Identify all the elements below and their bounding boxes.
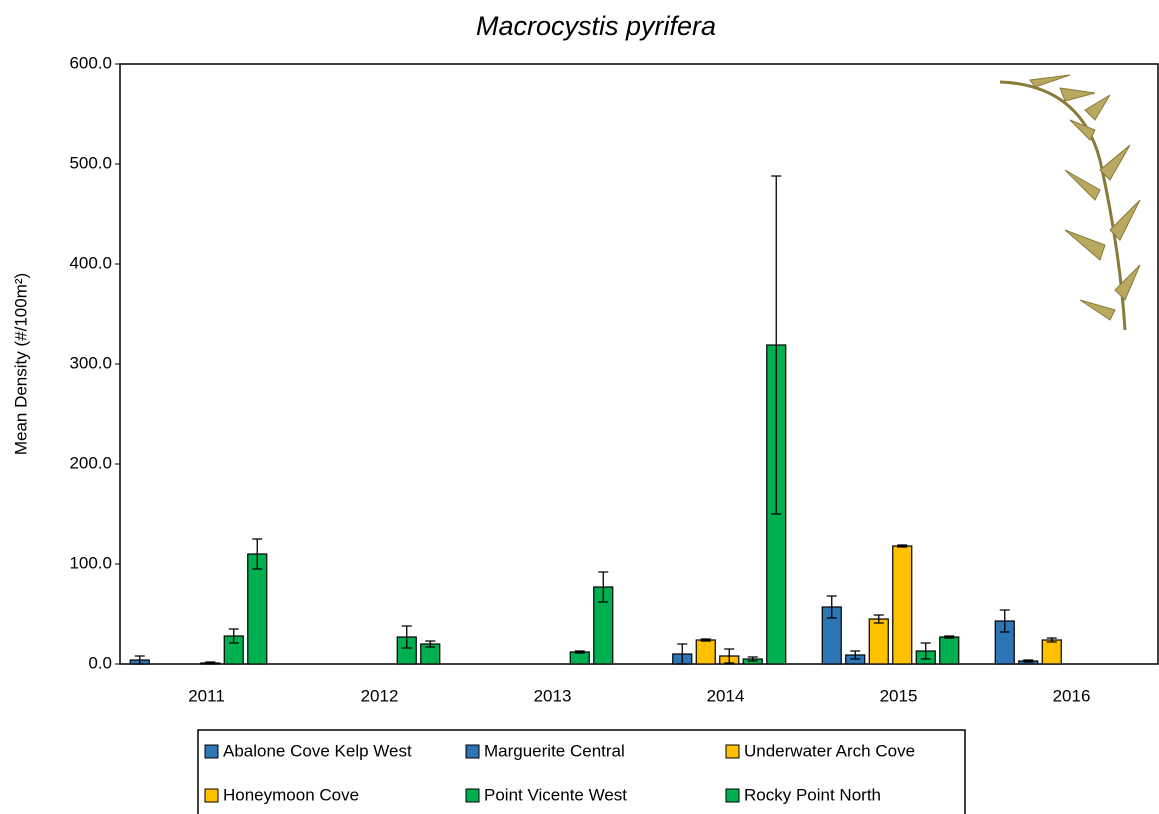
error-bar bbox=[677, 643, 688, 665]
bar bbox=[939, 636, 960, 665]
error-bar bbox=[944, 635, 955, 639]
bar bbox=[695, 639, 716, 665]
plot-frame bbox=[119, 63, 1159, 665]
bar bbox=[868, 618, 889, 665]
y-tick-label: 500.0 bbox=[69, 153, 112, 172]
x-tick-label: 2013 bbox=[534, 686, 572, 705]
error-bar bbox=[228, 628, 239, 644]
x-tick-label: 2014 bbox=[707, 686, 745, 705]
error-bar bbox=[574, 650, 585, 654]
error-bar bbox=[598, 571, 609, 603]
error-bar bbox=[850, 650, 861, 660]
legend-swatch bbox=[725, 744, 740, 759]
error-bar bbox=[747, 656, 758, 662]
legend-swatch bbox=[204, 744, 219, 759]
legend-swatch bbox=[204, 788, 219, 803]
legend-swatch bbox=[465, 744, 480, 759]
error-bar bbox=[425, 640, 436, 648]
bar bbox=[892, 545, 913, 665]
error-bar bbox=[897, 544, 908, 548]
legend-box bbox=[197, 729, 966, 814]
bar bbox=[247, 553, 268, 665]
x-tick-label: 2015 bbox=[880, 686, 918, 705]
x-tick-label: 2016 bbox=[1053, 686, 1091, 705]
error-bar bbox=[700, 638, 711, 642]
y-tick-label: 300.0 bbox=[69, 353, 112, 372]
y-tick-label: 400.0 bbox=[69, 253, 112, 272]
y-tick-label: 600.0 bbox=[69, 53, 112, 72]
legend-label: Honeymoon Cove bbox=[223, 785, 359, 804]
legend-swatch bbox=[725, 788, 740, 803]
error-bar bbox=[252, 538, 263, 570]
error-bar bbox=[205, 661, 216, 665]
error-bar bbox=[1046, 637, 1057, 643]
error-bar bbox=[1023, 659, 1034, 663]
y-tick-label: 200.0 bbox=[69, 453, 112, 472]
x-tick-label: 2012 bbox=[361, 686, 399, 705]
y-tick-label: 100.0 bbox=[69, 553, 112, 572]
legend-label: Marguerite Central bbox=[484, 741, 625, 760]
legend-label: Abalone Cove Kelp West bbox=[223, 741, 412, 760]
legend-label: Point Vicente West bbox=[484, 785, 627, 804]
legend-label: Rocky Point North bbox=[744, 785, 881, 804]
error-bar bbox=[873, 614, 884, 624]
bar bbox=[569, 651, 590, 665]
x-tick-label: 2011 bbox=[188, 686, 225, 705]
chart-title: Macrocystis pyrifera bbox=[476, 11, 716, 41]
kelp-illustration bbox=[999, 74, 1141, 331]
y-axis-label: Mean Density (#/100m²) bbox=[11, 273, 30, 455]
y-tick-label: 0.0 bbox=[88, 653, 112, 672]
error-bar bbox=[134, 655, 145, 665]
error-bar bbox=[401, 625, 412, 649]
error-bar bbox=[999, 609, 1010, 633]
error-bar bbox=[826, 595, 837, 619]
legend-swatch bbox=[465, 788, 480, 803]
bar bbox=[1041, 639, 1062, 665]
error-bar bbox=[920, 642, 931, 660]
legend-label: Underwater Arch Cove bbox=[744, 741, 915, 760]
error-bar bbox=[771, 175, 782, 515]
error-bar bbox=[724, 648, 735, 664]
